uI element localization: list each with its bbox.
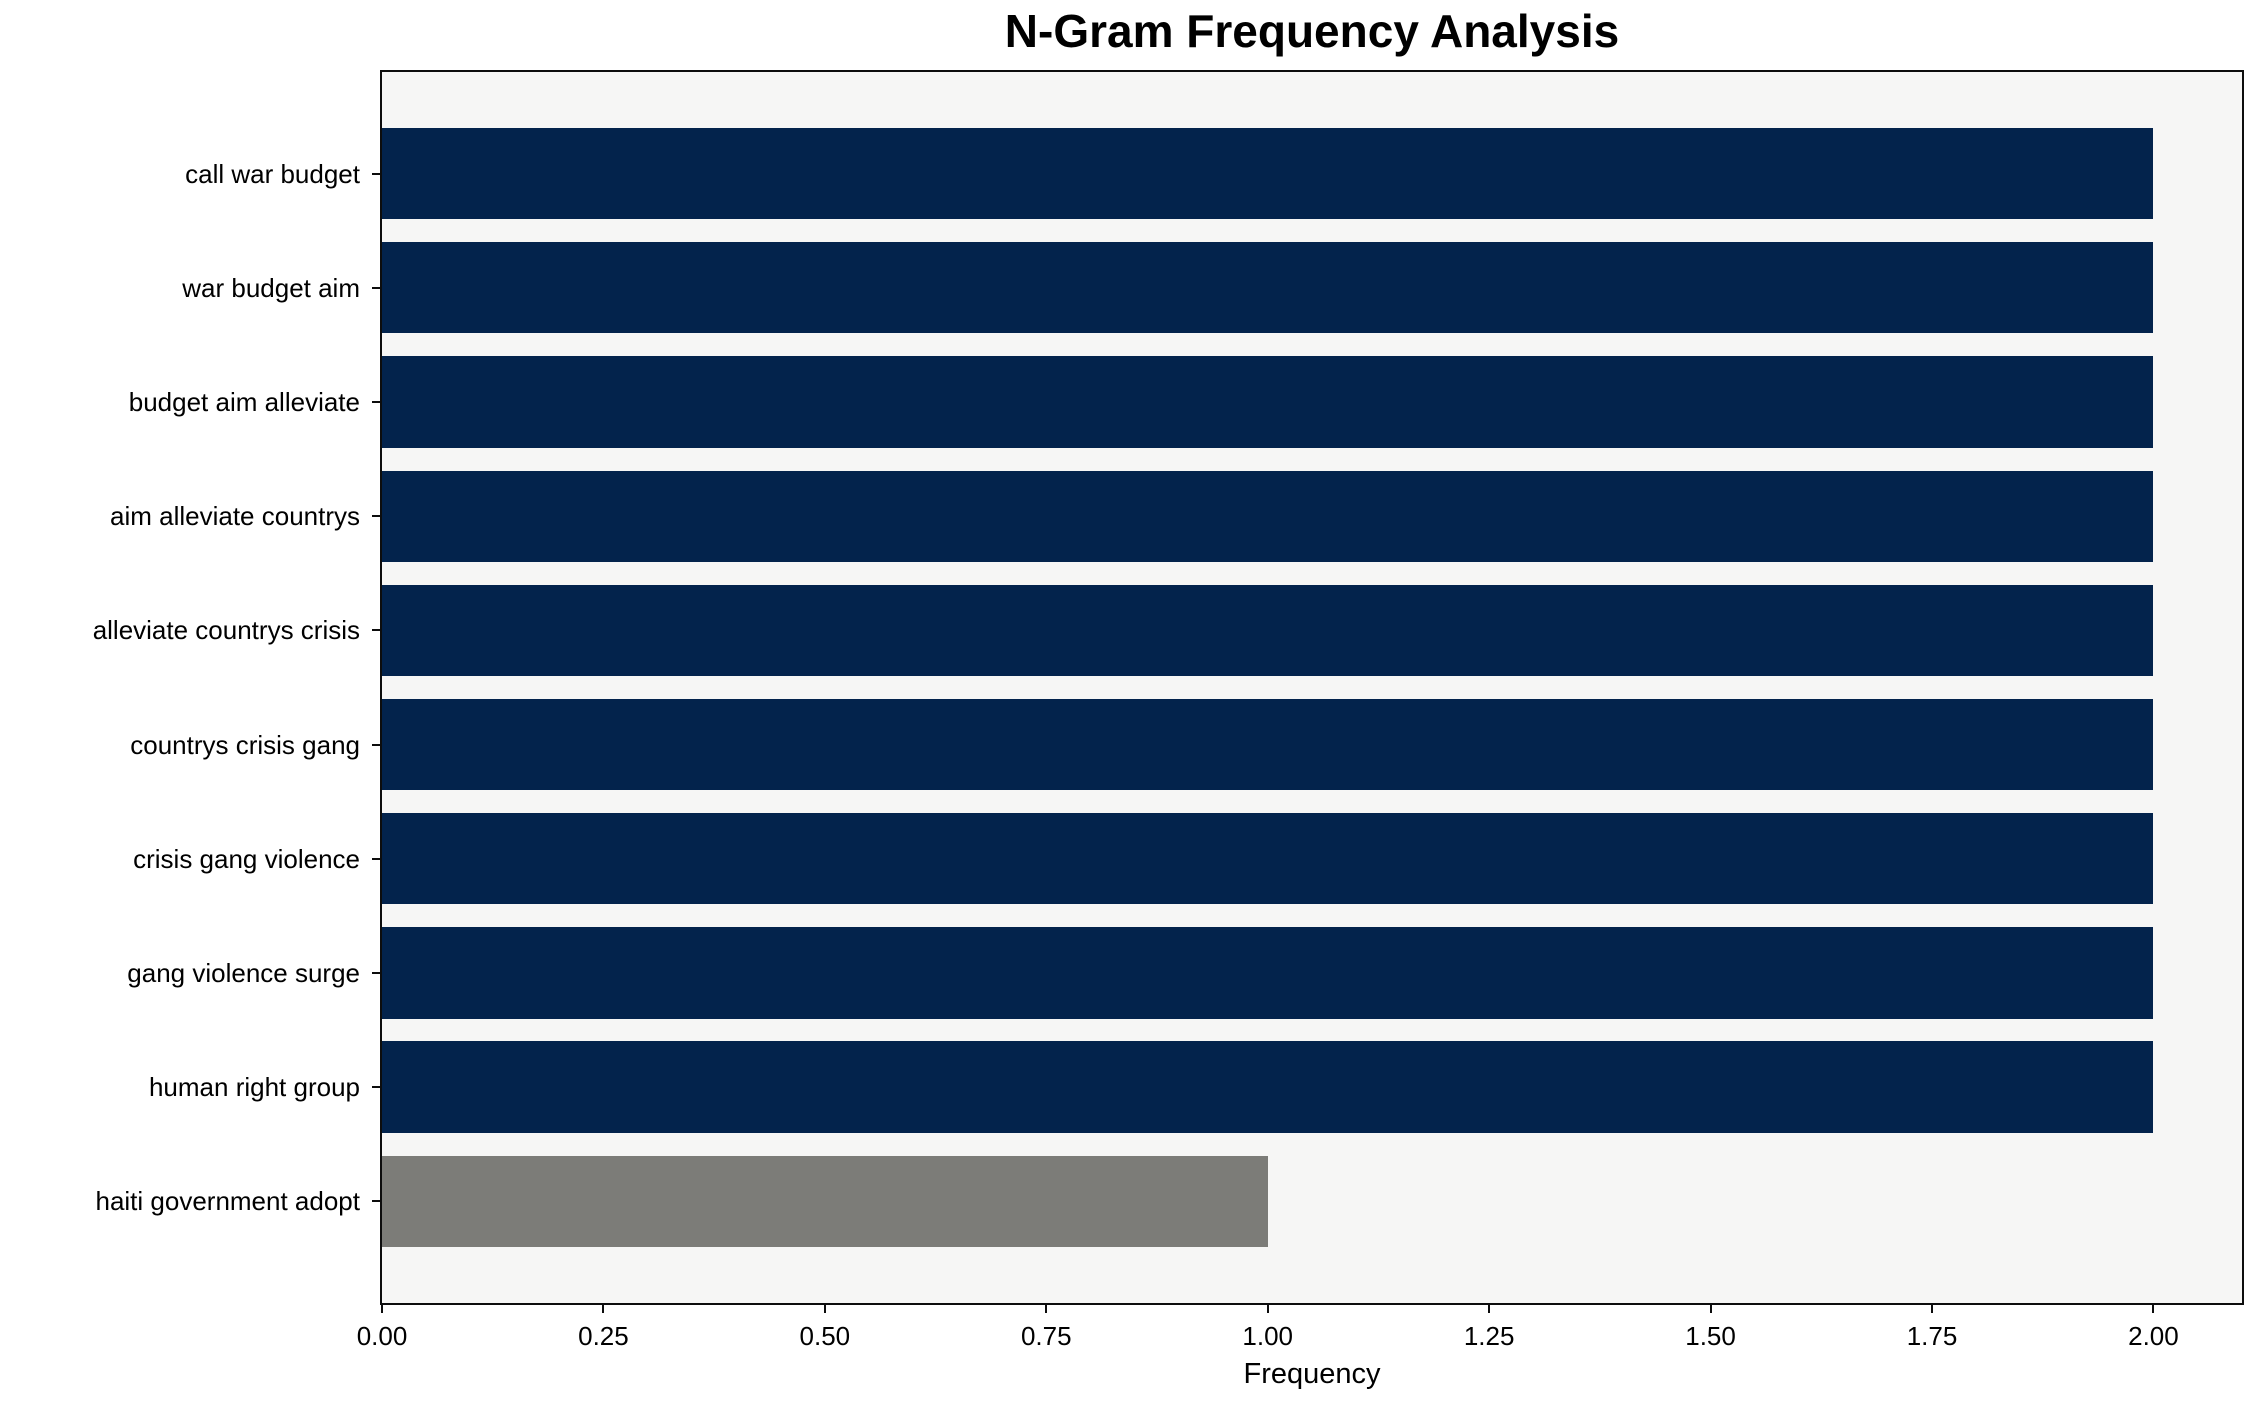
bar [382, 356, 2154, 448]
x-tick-label: 1.00 [1242, 1321, 1293, 1351]
bar [382, 813, 2154, 905]
x-tick-label: 0.25 [578, 1321, 629, 1351]
y-tick-mark [372, 286, 382, 289]
x-tick-mark [602, 1303, 605, 1313]
y-tick-label: gang violence surge [127, 957, 360, 988]
x-axis-label: Frequency [1243, 1358, 1381, 1390]
x-tick-label: 0.75 [1020, 1321, 1072, 1351]
y-tick-label: human right group [148, 1072, 360, 1103]
bar [382, 698, 2154, 791]
y-tick-label: alleviate countrys crisis [92, 615, 360, 646]
x-tick-mark [1488, 1303, 1491, 1313]
x-tick-label: 0.00 [356, 1321, 408, 1351]
y-tick-label: crisis gang violence [133, 843, 360, 874]
x-tick-label: 1.25 [1463, 1321, 1515, 1351]
x-tick-label: 0.50 [799, 1321, 851, 1351]
x-tick-mark [1045, 1303, 1048, 1313]
y-tick-mark [372, 971, 382, 974]
bar [382, 927, 2154, 1019]
y-tick-mark [372, 515, 382, 518]
bar [382, 584, 2154, 677]
y-tick-label: budget aim alleviate [128, 387, 360, 418]
x-tick-mark [823, 1303, 826, 1313]
y-tick-label: aim alleviate countrys [110, 501, 360, 532]
y-tick-label: war budget aim [182, 272, 360, 303]
y-tick-mark [372, 1086, 382, 1089]
bar [382, 127, 2154, 220]
x-tick-mark [2152, 1303, 2155, 1313]
x-tick-mark [381, 1303, 383, 1313]
y-tick-label: countrys crisis gang [130, 729, 360, 760]
bar [382, 1155, 1268, 1248]
plot-area [380, 70, 2244, 1305]
x-tick-label: 1.75 [1906, 1321, 1958, 1351]
x-tick-mark [1709, 1303, 1712, 1313]
y-tick-label: haiti government adopt [95, 1186, 360, 1217]
x-tick-mark [1931, 1303, 1933, 1313]
x-tick-mark [1266, 1303, 1269, 1313]
bar [382, 470, 2154, 562]
y-tick-label: call war budget [185, 158, 360, 189]
x-tick-label: 2.00 [2128, 1321, 2179, 1351]
bar [382, 242, 2154, 334]
y-tick-mark [372, 857, 382, 860]
y-tick-mark [372, 743, 382, 746]
y-tick-mark [372, 629, 382, 632]
chart-title: N-Gram Frequency Analysis [1004, 5, 1620, 57]
y-tick-mark [372, 1200, 382, 1203]
bar [382, 1041, 2154, 1133]
y-tick-mark [372, 172, 382, 175]
x-tick-label: 1.50 [1685, 1321, 1736, 1351]
y-tick-mark [372, 401, 382, 404]
